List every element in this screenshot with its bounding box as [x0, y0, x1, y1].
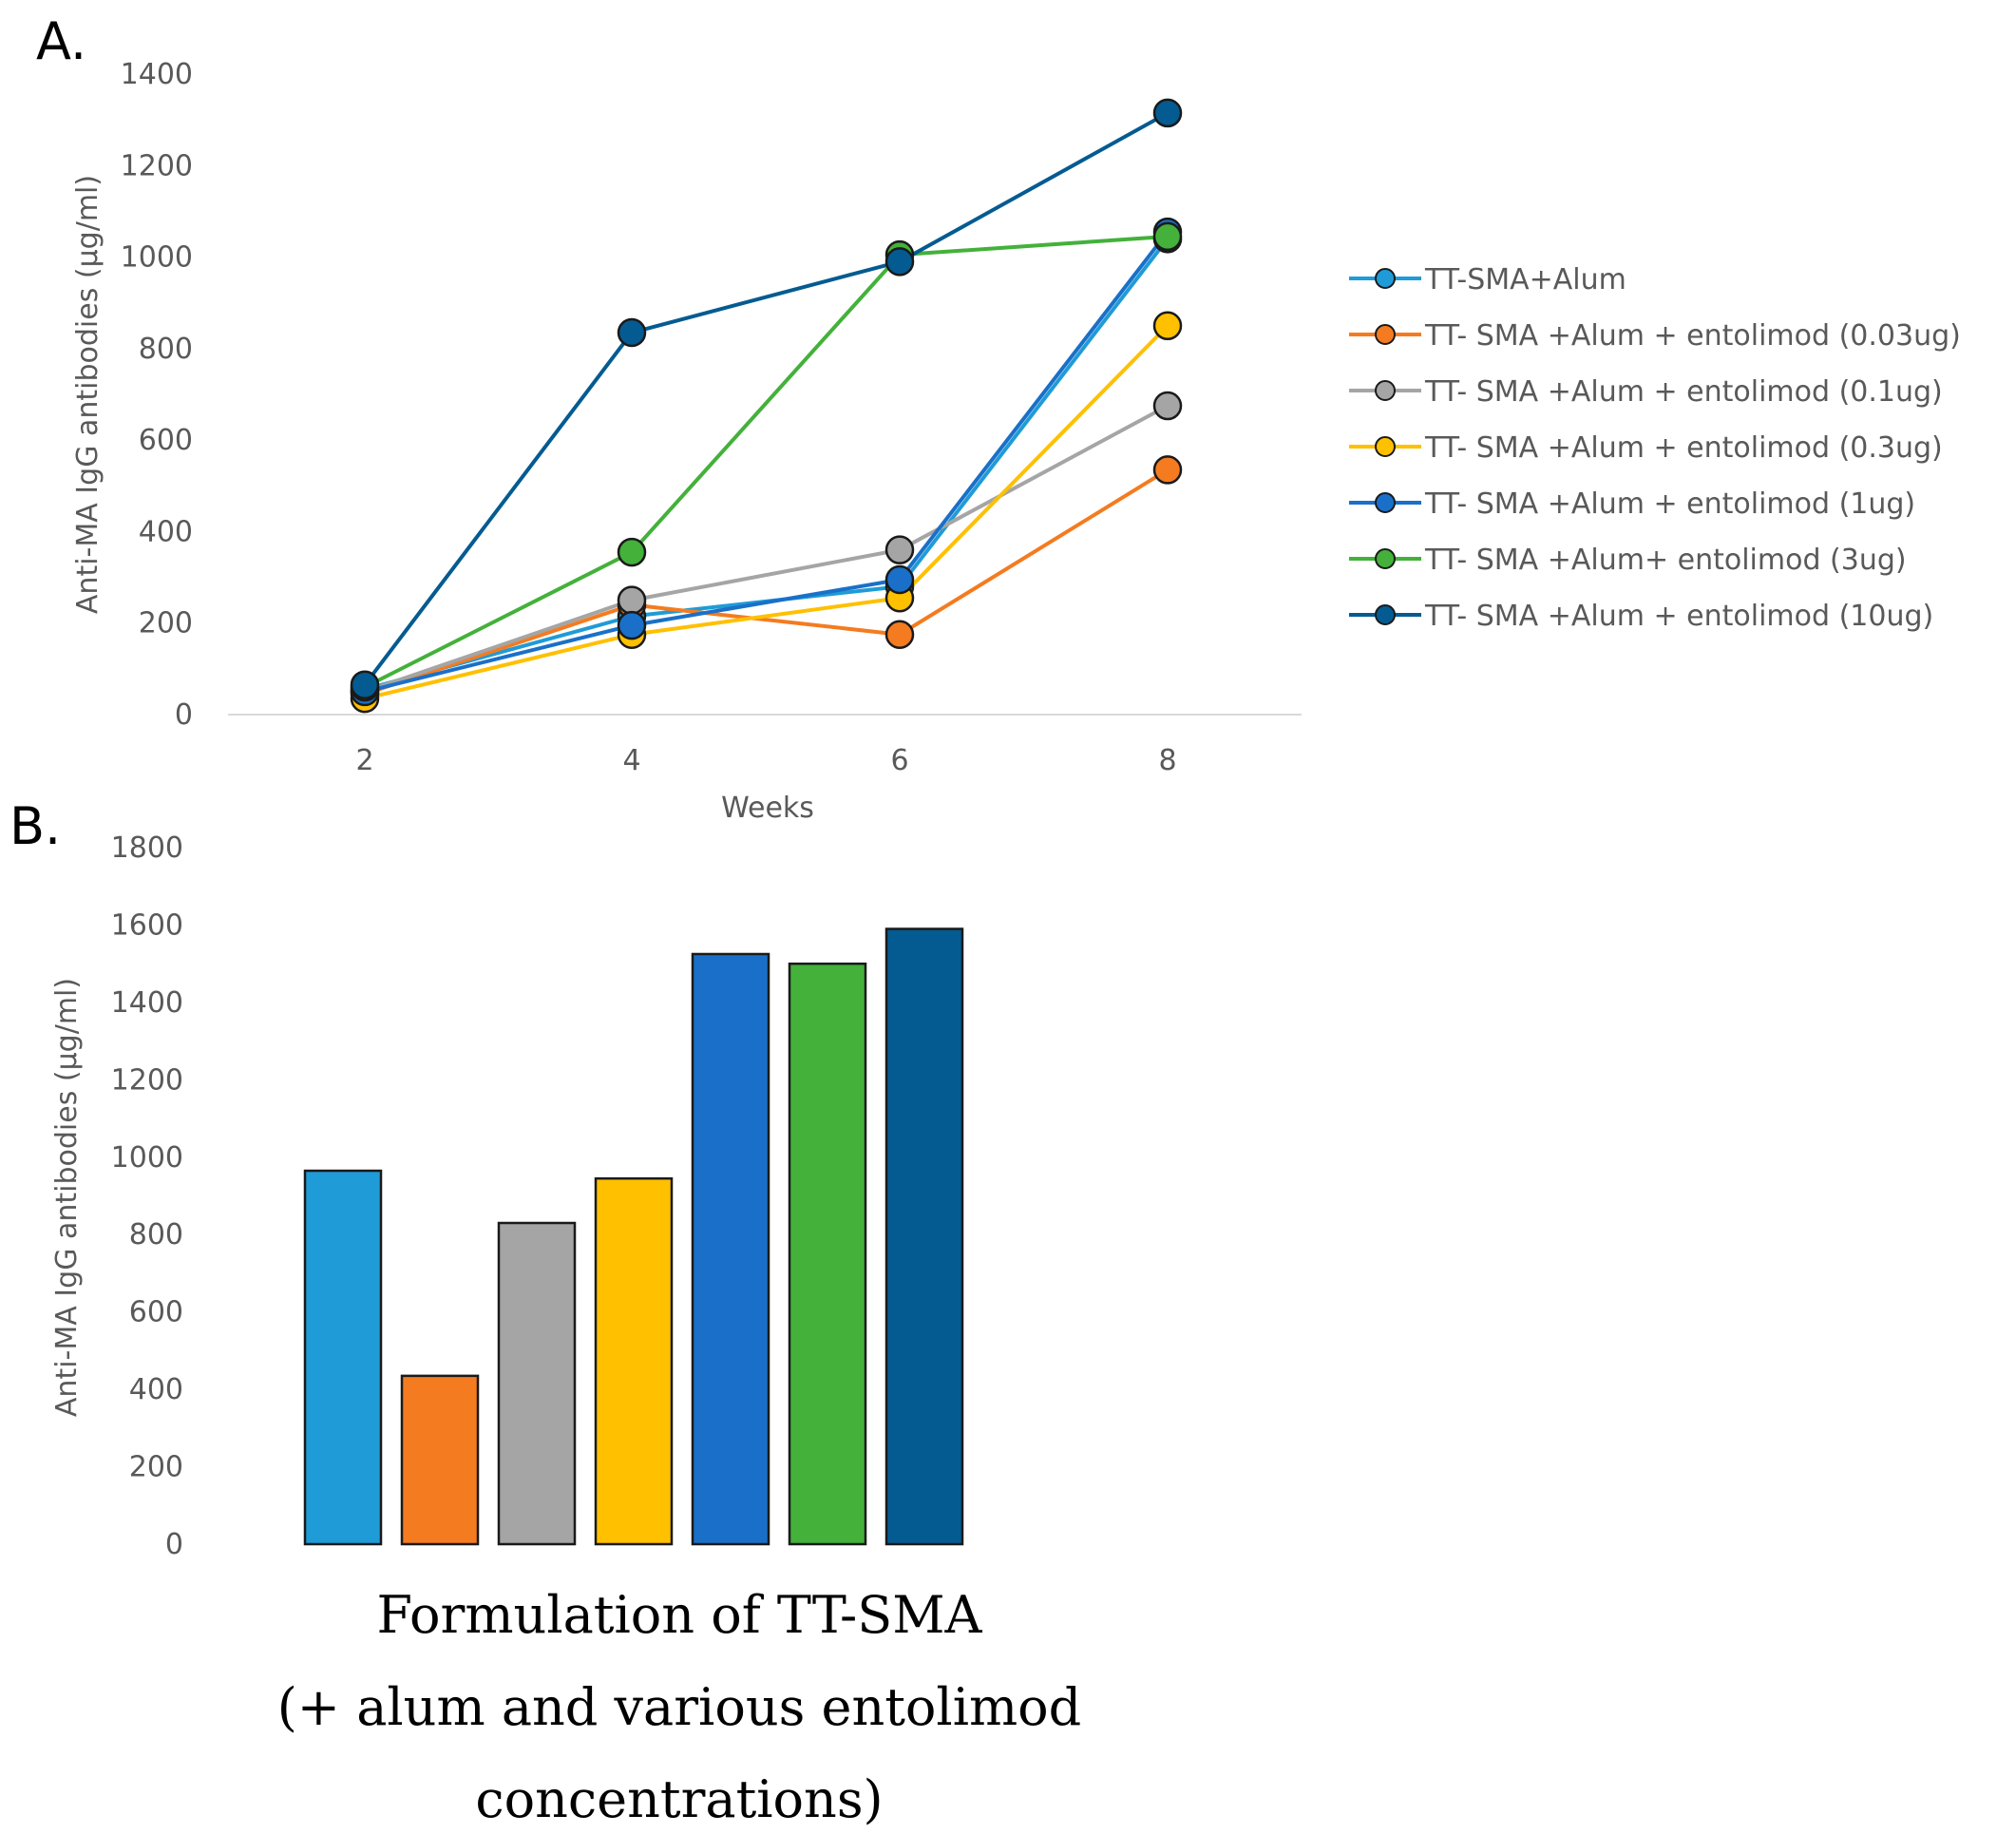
data-point [617, 537, 647, 567]
data-point [617, 317, 647, 348]
legend-item: TT-SMA+Alum [1349, 263, 1626, 296]
data-point [884, 620, 915, 649]
legend-marker [1375, 380, 1396, 401]
data-point [884, 564, 915, 595]
line-chart: 0 200 400 600 800 1000 1200 1400 2 4 6 8 Weeks Ant… [71, 58, 1961, 825]
y-tick-label: 600 [129, 1296, 183, 1329]
data-point [617, 610, 647, 640]
y-tick-label: 400 [139, 515, 193, 548]
bar [594, 1176, 674, 1546]
y-tick-label: 200 [139, 607, 193, 640]
series-line [364, 324, 1170, 701]
y-tick-label: 800 [129, 1218, 183, 1251]
legend-marker [1375, 604, 1396, 625]
y-tick-label: 200 [129, 1451, 183, 1484]
legend-label: TT- SMA +Alum+ entolimod (3ug) [1424, 544, 1907, 577]
y-tick-label: 1200 [121, 149, 193, 182]
legend-label: TT- SMA +Alum + entolimod (0.3ug) [1424, 431, 1943, 465]
y-tick-label: 1400 [111, 986, 183, 1020]
y-tick-label: 1400 [121, 58, 193, 91]
y-tick-label: 1600 [111, 908, 183, 942]
data-point [350, 670, 380, 699]
x-axis-title: Weeks [721, 792, 814, 825]
series-lines [350, 98, 1183, 714]
legend-marker [1375, 436, 1396, 457]
y-axis-title: Anti-MA IgG antibodies (µg/ml) [71, 175, 105, 614]
x-axis-caption: Formulation of TT-SMA (+ alum and various… [277, 1585, 1082, 1829]
x-tick-label: 2 [355, 744, 373, 777]
series-line [364, 468, 1170, 697]
x-tick-label: 6 [890, 744, 908, 777]
legend-marker [1375, 548, 1396, 569]
legend-marker [1375, 324, 1396, 345]
data-point [1152, 455, 1183, 485]
x-axis-caption-line: (+ alum and various entolimod [277, 1677, 1082, 1737]
y-tick-labels: 0 200 400 600 800 1000 1200 1400 1600 1800 [111, 831, 183, 1561]
legend-marker [1375, 492, 1396, 513]
y-tick-label: 1800 [111, 831, 183, 865]
bar [691, 952, 770, 1546]
bar [400, 1374, 480, 1546]
legend-label: TT-SMA+Alum [1424, 263, 1626, 296]
legend-label: TT- SMA +Alum + entolimod (1ug) [1424, 487, 1915, 521]
legend: TT-SMA+Alum TT- SMA +Alum + entolimod (0.… [1349, 263, 1961, 633]
data-point [884, 535, 915, 564]
y-tick-label: 1000 [111, 1141, 183, 1175]
bar [884, 927, 964, 1546]
series-line [363, 111, 1169, 686]
legend-item: TT- SMA +Alum + entolimod (1ug) [1349, 487, 1915, 521]
bar [497, 1221, 577, 1546]
x-tick-label: 4 [622, 744, 640, 777]
series-line [364, 234, 1169, 689]
series-line [364, 230, 1170, 694]
y-tick-label: 800 [139, 333, 193, 366]
legend-item: TT- SMA +Alum + entolimod (10ug) [1349, 600, 1933, 633]
panel-label-a: A. [36, 11, 86, 71]
x-tick-labels: 2 4 6 8 [355, 744, 1176, 777]
legend-label: TT- SMA +Alum + entolimod (0.03ug) [1424, 319, 1961, 353]
x-tick-label: 8 [1158, 744, 1176, 777]
legend-item: TT- SMA +Alum + entolimod (0.3ug) [1349, 431, 1943, 465]
x-axis-caption-line: concentrations) [475, 1769, 883, 1829]
bar [303, 1169, 383, 1546]
series-line [364, 404, 1169, 694]
y-tick-label: 600 [139, 424, 193, 457]
data-point [1152, 391, 1183, 421]
y-tick-labels: 0 200 400 600 800 1000 1200 1400 [121, 58, 193, 732]
bar-chart: 0 200 400 600 800 1000 1200 1400 1600 1800 Anti-M… [50, 831, 1081, 1829]
y-tick-label: 0 [165, 1528, 183, 1561]
data-point [1152, 98, 1183, 128]
x-axis-caption-line: Formulation of TT-SMA [377, 1585, 983, 1645]
legend-item: TT- SMA +Alum+ entolimod (3ug) [1349, 544, 1907, 577]
legend-item: TT- SMA +Alum + entolimod (0.03ug) [1349, 319, 1961, 353]
data-point [1152, 311, 1183, 341]
y-tick-label: 400 [129, 1373, 183, 1406]
legend-label: TT- SMA +Alum + entolimod (0.1ug) [1424, 375, 1943, 409]
y-tick-label: 1000 [121, 241, 193, 275]
series-line [364, 238, 1170, 692]
panel-label-b: B. [10, 796, 61, 856]
data-point [884, 247, 915, 277]
y-tick-label: 1200 [111, 1063, 183, 1097]
data-point [1152, 221, 1183, 252]
bars [303, 927, 964, 1546]
legend-marker [1375, 268, 1396, 289]
y-tick-label: 0 [175, 698, 193, 732]
bar [788, 962, 867, 1546]
y-axis-title: Anti-MA IgG antibodies (µg/ml) [50, 978, 84, 1417]
legend-item: TT- SMA +Alum + entolimod (0.1ug) [1349, 375, 1943, 409]
data-point [617, 585, 647, 615]
legend-label: TT- SMA +Alum + entolimod (10ug) [1424, 600, 1933, 633]
